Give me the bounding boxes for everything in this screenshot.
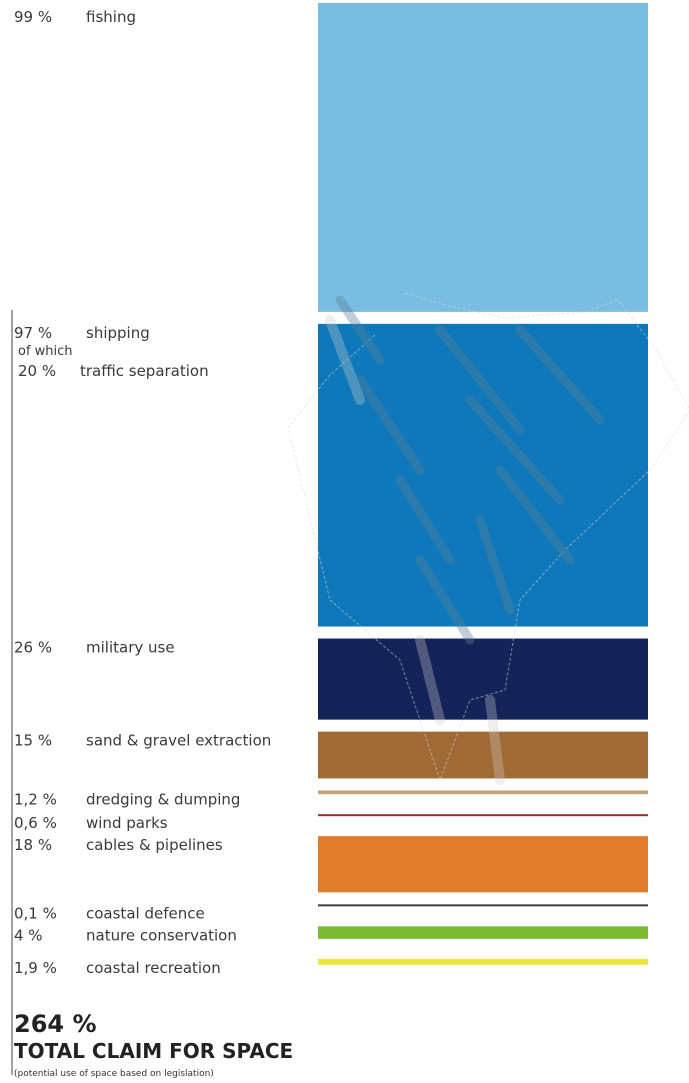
shipping-lanes xyxy=(335,295,605,645)
bar-fishing xyxy=(318,3,648,312)
sea-map-overlay xyxy=(287,292,689,785)
label-fishing: fishing xyxy=(86,8,136,26)
bars xyxy=(318,3,648,965)
bar-military-use xyxy=(318,638,648,720)
label-shipping: shipping xyxy=(86,324,150,342)
total-note: (potential use of space based on legisla… xyxy=(14,1069,214,1079)
pct-traffic-separation: 20 % xyxy=(18,362,56,380)
pct-military-use: 26 % xyxy=(14,639,52,657)
bar-sand-gravel-extraction xyxy=(318,731,648,779)
label-traffic-separation: traffic separation xyxy=(80,362,209,380)
label-dredging-dumping: dredging & dumping xyxy=(86,790,240,808)
pct-sand-gravel-extraction: 15 % xyxy=(14,732,52,750)
bar-coastal-defence xyxy=(318,904,648,907)
pct-coastal-recreation: 1,9 % xyxy=(14,959,57,977)
label-military-use: military use xyxy=(86,639,175,657)
label-coastal-recreation: coastal recreation xyxy=(86,959,221,977)
sea-map-outline xyxy=(287,292,689,782)
label-sand-gravel-extraction: sand & gravel extraction xyxy=(86,732,271,750)
bar-dredging-dumping xyxy=(318,790,648,795)
pct-dredging-dumping: 1,2 % xyxy=(14,790,57,808)
sea-map-shading xyxy=(325,315,505,785)
bar-nature-conservation xyxy=(318,926,648,939)
pct-nature-conservation: 4 % xyxy=(14,926,43,944)
bar-wind-parks xyxy=(318,814,648,817)
label-cables-pipelines: cables & pipelines xyxy=(86,836,223,854)
pct-fishing: 99 % xyxy=(14,8,52,26)
labels: 99 % fishing 97 % shipping of which 20 % traff… xyxy=(14,8,271,977)
total-value: 264 % xyxy=(14,1010,97,1038)
bar-shipping xyxy=(318,323,648,627)
pct-shipping: 97 % xyxy=(14,324,52,342)
pct-cables-pipelines: 18 % xyxy=(14,836,52,854)
total-label: TOTAL CLAIM FOR SPACE xyxy=(14,1039,293,1063)
pct-coastal-defence: 0,1 % xyxy=(14,904,57,922)
label-nature-conservation: nature conservation xyxy=(86,926,237,944)
sub-caption-shipping: of which xyxy=(18,344,73,359)
label-coastal-defence: coastal defence xyxy=(86,904,205,922)
bar-cables-pipelines xyxy=(318,836,648,893)
bar-coastal-recreation xyxy=(318,958,648,965)
label-wind-parks: wind parks xyxy=(86,814,168,832)
pct-wind-parks: 0,6 % xyxy=(14,814,57,832)
